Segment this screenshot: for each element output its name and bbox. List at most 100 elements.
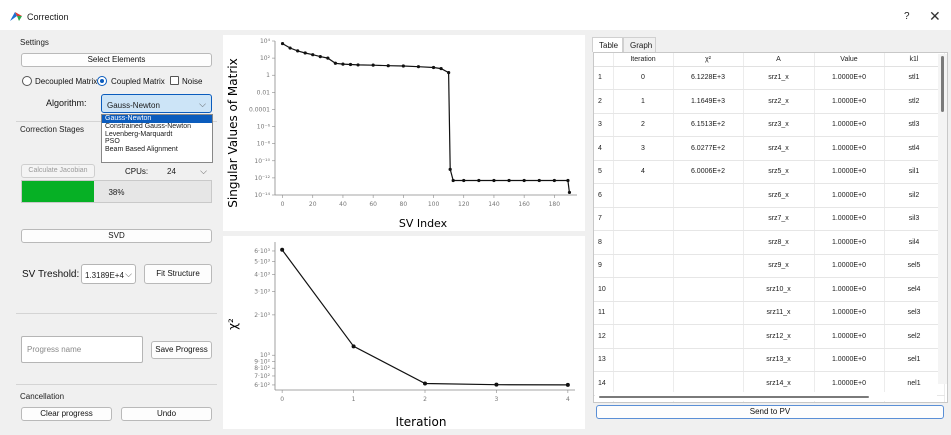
column-header[interactable]: χ² bbox=[673, 53, 744, 67]
table-cell[interactable] bbox=[673, 348, 744, 372]
row-header[interactable]: 2 bbox=[594, 89, 614, 114]
table-cell[interactable]: sel5 bbox=[884, 254, 945, 278]
tab-table[interactable]: Table bbox=[592, 37, 623, 52]
table-cell[interactable]: sel2 bbox=[884, 324, 945, 349]
row-header[interactable]: 1 bbox=[594, 66, 614, 90]
table-cell[interactable]: 1.0000E+0 bbox=[814, 89, 885, 114]
table-cell[interactable]: 1.0000E+0 bbox=[814, 183, 885, 208]
algorithm-option[interactable]: Levenberg-Marquardt bbox=[105, 130, 173, 138]
table-cell[interactable]: 1.0000E+0 bbox=[814, 348, 885, 372]
row-header[interactable]: 13 bbox=[594, 348, 614, 372]
table-cell[interactable]: 1.0000E+0 bbox=[814, 66, 885, 90]
decoupled-matrix-radio[interactable] bbox=[22, 76, 32, 86]
table-cell[interactable]: 6.0006E+2 bbox=[673, 160, 744, 184]
column-header[interactable]: k1l bbox=[884, 53, 945, 67]
clear-progress-button[interactable]: Clear progress bbox=[21, 407, 112, 421]
table-cell[interactable] bbox=[613, 324, 674, 349]
table-cell[interactable] bbox=[613, 254, 674, 278]
scrollbar-thumb[interactable] bbox=[599, 396, 869, 398]
table-cell[interactable]: 3 bbox=[613, 136, 674, 161]
coupled-matrix-radio[interactable] bbox=[97, 76, 107, 86]
table-cell[interactable]: srz3_x bbox=[743, 113, 815, 137]
table-cell[interactable]: sel1 bbox=[884, 348, 945, 372]
table-cell[interactable]: sel4 bbox=[884, 277, 945, 302]
table-cell[interactable] bbox=[673, 207, 744, 231]
table-cell[interactable] bbox=[613, 207, 674, 231]
table-cell[interactable] bbox=[613, 277, 674, 302]
row-header[interactable]: 9 bbox=[594, 254, 614, 278]
table-cell[interactable] bbox=[673, 254, 744, 278]
table-row[interactable]: 3 2 6.1513E+2 srz3_x 1.0000E+0 stl3 bbox=[594, 113, 945, 137]
table-row[interactable]: 1 0 6.1228E+3 srz1_x 1.0000E+0 stl1 bbox=[594, 66, 945, 90]
table-cell[interactable]: 1.0000E+0 bbox=[814, 160, 885, 184]
table-cell[interactable]: 2 bbox=[613, 113, 674, 137]
table-cell[interactable]: srz12_x bbox=[743, 324, 815, 349]
table-cell[interactable] bbox=[613, 348, 674, 372]
progress-name-input[interactable] bbox=[22, 337, 142, 362]
row-header[interactable]: 7 bbox=[594, 207, 614, 231]
undo-button[interactable]: Undo bbox=[121, 407, 212, 421]
scrollbar-thumb[interactable] bbox=[941, 56, 944, 112]
send-to-pv-button[interactable]: Send to PV bbox=[596, 405, 944, 419]
algorithm-option[interactable]: Beam Based Alignment bbox=[105, 146, 178, 154]
table-cell[interactable]: srz4_x bbox=[743, 136, 815, 161]
table-cell[interactable]: sil3 bbox=[884, 207, 945, 231]
table-cell[interactable]: sil1 bbox=[884, 160, 945, 184]
table-cell[interactable]: sil2 bbox=[884, 183, 945, 208]
column-header[interactable]: A bbox=[743, 53, 815, 67]
table-cell[interactable] bbox=[673, 230, 744, 255]
row-header[interactable]: 3 bbox=[594, 113, 614, 137]
table-row[interactable]: 12 srz12_x 1.0000E+0 sel2 bbox=[594, 324, 945, 349]
row-header[interactable]: 4 bbox=[594, 136, 614, 161]
help-button[interactable]: ? bbox=[904, 11, 910, 22]
table-cell[interactable]: 4 bbox=[613, 160, 674, 184]
table-cell[interactable]: 1.0000E+0 bbox=[814, 277, 885, 302]
table-cell[interactable]: 1.0000E+0 bbox=[814, 301, 885, 325]
table-row[interactable]: 5 4 6.0006E+2 srz5_x 1.0000E+0 sil1 bbox=[594, 160, 945, 184]
table-cell[interactable] bbox=[613, 230, 674, 255]
fit-structure-button[interactable]: Fit Structure bbox=[144, 264, 212, 284]
table-cell[interactable]: srz8_x bbox=[743, 230, 815, 255]
algorithm-option[interactable]: PSO bbox=[105, 138, 120, 146]
cpus-select[interactable]: 24 ⌵ bbox=[162, 162, 212, 179]
row-header[interactable]: 12 bbox=[594, 324, 614, 349]
table-cell[interactable]: 6.0277E+2 bbox=[673, 136, 744, 161]
column-header[interactable]: Iteration bbox=[613, 53, 674, 67]
table-row[interactable]: 8 srz8_x 1.0000E+0 sil4 bbox=[594, 230, 945, 255]
table-cell[interactable]: 1.0000E+0 bbox=[814, 207, 885, 231]
close-button[interactable]: ✕ bbox=[929, 8, 941, 24]
algorithm-option[interactable]: Constrained Gauss-Newton bbox=[105, 122, 191, 130]
table-horizontal-scrollbar[interactable] bbox=[595, 392, 937, 401]
table-cell[interactable]: srz2_x bbox=[743, 89, 815, 114]
table-cell[interactable] bbox=[613, 183, 674, 208]
table-row[interactable]: 7 srz7_x 1.0000E+0 sil3 bbox=[594, 207, 945, 231]
table-vertical-scrollbar[interactable] bbox=[938, 54, 947, 384]
row-header[interactable]: 11 bbox=[594, 301, 614, 325]
table-cell[interactable]: srz7_x bbox=[743, 207, 815, 231]
table-cell[interactable] bbox=[673, 183, 744, 208]
table-cell[interactable]: 0 bbox=[613, 66, 674, 90]
table-cell[interactable] bbox=[673, 277, 744, 302]
table-cell[interactable]: 1.0000E+0 bbox=[814, 324, 885, 349]
progress-name-field[interactable] bbox=[21, 336, 143, 363]
noise-checkbox[interactable] bbox=[170, 76, 179, 85]
table-cell[interactable]: 1.0000E+0 bbox=[814, 254, 885, 278]
table-row[interactable]: 6 srz6_x 1.0000E+0 sil2 bbox=[594, 183, 945, 208]
table-cell[interactable]: srz11_x bbox=[743, 301, 815, 325]
table-cell[interactable]: srz13_x bbox=[743, 348, 815, 372]
sv-threshold-select[interactable]: 1.3189E+4 ⌵ bbox=[81, 264, 136, 284]
table-cell[interactable]: stl2 bbox=[884, 89, 945, 114]
row-header[interactable]: 5 bbox=[594, 160, 614, 184]
table-cell[interactable]: 1.0000E+0 bbox=[814, 136, 885, 161]
table-cell[interactable]: 1.0000E+0 bbox=[814, 113, 885, 137]
table-cell[interactable]: sil4 bbox=[884, 230, 945, 255]
algorithm-option[interactable]: Gauss-Newton bbox=[102, 115, 212, 123]
table-cell[interactable]: sel3 bbox=[884, 301, 945, 325]
table-cell[interactable] bbox=[613, 301, 674, 325]
table-cell[interactable]: stl4 bbox=[884, 136, 945, 161]
table-cell[interactable]: 1 bbox=[613, 89, 674, 114]
table-cell[interactable]: 1.1649E+3 bbox=[673, 89, 744, 114]
table-row[interactable]: 11 srz11_x 1.0000E+0 sel3 bbox=[594, 301, 945, 325]
table-cell[interactable]: srz9_x bbox=[743, 254, 815, 278]
table-cell[interactable]: 6.1513E+2 bbox=[673, 113, 744, 137]
